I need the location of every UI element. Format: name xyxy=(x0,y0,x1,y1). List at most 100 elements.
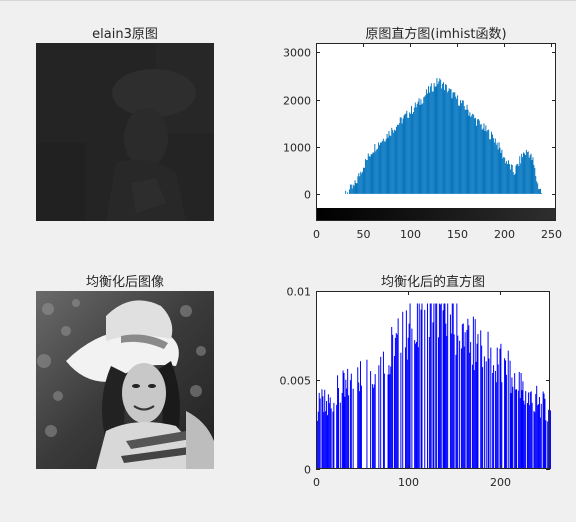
hist1-bar xyxy=(393,132,395,194)
hist1-bar xyxy=(369,156,371,194)
hist1-bar xyxy=(461,100,463,194)
hist1-bar xyxy=(448,88,450,194)
hist2-ytick-label: 0 xyxy=(304,464,311,477)
hist1-bar xyxy=(503,156,505,194)
hist1-bar xyxy=(411,105,412,194)
hist1-bar xyxy=(450,89,452,194)
hist1-bar xyxy=(494,138,496,194)
hist1-bar xyxy=(413,107,415,194)
hist1-bar xyxy=(523,152,524,194)
hist1-xtick-label: 200 xyxy=(494,228,515,241)
hist1-bar xyxy=(415,107,417,194)
hist1-bar xyxy=(454,92,456,194)
hist1-bar xyxy=(534,167,536,194)
hist1-bar xyxy=(407,117,409,194)
hist1-bar xyxy=(398,123,400,194)
subplot2-title: 原图直方图(imhist函数) xyxy=(365,27,507,42)
hist1-bar xyxy=(363,167,364,194)
hist1-bar xyxy=(464,109,466,194)
hist1-bar xyxy=(459,105,460,194)
hist1-bar xyxy=(420,99,422,194)
subplot3-title: 均衡化后图像 xyxy=(85,275,164,290)
hist1-bar xyxy=(453,92,455,194)
hist1-bar xyxy=(484,130,486,194)
hist1-bar xyxy=(412,111,414,194)
hist1-bar xyxy=(535,176,537,194)
hist1-bar xyxy=(387,137,389,194)
hist1-bar xyxy=(442,83,444,194)
hist1-bar xyxy=(521,153,523,194)
hist1-bar xyxy=(400,117,402,194)
hist1-bar xyxy=(348,189,350,194)
hist1-bar xyxy=(419,104,421,194)
hist1-bar xyxy=(532,157,534,194)
hist1-bar xyxy=(447,90,449,194)
hist1-bar xyxy=(529,155,531,194)
hist1-bar xyxy=(486,131,488,194)
hist1-bar xyxy=(502,158,504,194)
subplot1-title: elain3原图 xyxy=(92,27,158,42)
hist1-bar xyxy=(444,84,446,194)
hist2-xtick-label: 200 xyxy=(490,476,511,489)
hist1-bar xyxy=(493,142,495,194)
hist1-bar xyxy=(473,114,475,194)
hist1-bar xyxy=(381,141,383,194)
hist1-bar xyxy=(412,113,413,194)
original-image-canvas xyxy=(36,43,214,221)
hist1-bar xyxy=(458,105,460,194)
hist1-bar xyxy=(367,153,369,194)
hist1-bar xyxy=(501,149,503,194)
hist1-bar xyxy=(380,142,381,194)
hist1-bar xyxy=(522,157,524,194)
hist1-bar xyxy=(375,151,377,194)
hist1-bar xyxy=(392,129,394,194)
hist1-bar xyxy=(371,154,373,194)
hist1-bar xyxy=(452,92,454,194)
hist1-bar xyxy=(520,163,522,194)
hist1-bar xyxy=(471,115,473,194)
hist1-bar xyxy=(364,167,365,194)
hist1-bar xyxy=(537,183,539,194)
hist1-bar xyxy=(399,117,401,194)
hist1-bar xyxy=(401,123,403,194)
hist1-bar xyxy=(514,173,516,194)
hist1-bar xyxy=(509,169,511,194)
hist1-bar xyxy=(421,104,423,194)
hist1-bar xyxy=(449,89,451,194)
hist1-bar xyxy=(482,128,484,194)
hist1-bar xyxy=(425,95,427,194)
hist1-bar xyxy=(490,139,492,194)
hist1-bar xyxy=(402,118,404,194)
hist1-bar xyxy=(533,164,535,194)
hist1-bar xyxy=(354,180,356,194)
hist1-bar xyxy=(476,125,477,194)
hist1-bar xyxy=(428,86,429,194)
hist1-axes-frame xyxy=(316,43,556,221)
hist1-bar xyxy=(499,147,501,194)
hist1-bar xyxy=(481,129,483,194)
hist1-bar xyxy=(515,165,517,194)
hist1-bar xyxy=(427,93,428,194)
hist1-bar xyxy=(519,156,521,194)
hist1-ytick-label: 0 xyxy=(304,189,311,202)
hist1-bar xyxy=(438,81,440,194)
hist1-bar xyxy=(418,98,420,194)
hist1-ytick-label: 1000 xyxy=(283,142,311,155)
hist1-bar xyxy=(426,89,428,194)
hist1-bar xyxy=(391,127,393,194)
hist1-bar xyxy=(518,166,520,194)
hist1-bar xyxy=(492,138,494,194)
hist1-xtick-label: 50 xyxy=(357,228,371,241)
hist1-bar xyxy=(492,134,493,194)
hist1-bar xyxy=(457,95,459,194)
hist1-bar xyxy=(474,118,476,194)
hist1-ytick-label: 3000 xyxy=(283,47,311,60)
hist1-bar xyxy=(368,155,370,194)
hist1-bar xyxy=(466,104,468,194)
hist1-bar xyxy=(436,78,438,194)
hist1-bar xyxy=(444,90,445,194)
hist1-bar xyxy=(517,164,519,194)
hist1-bars xyxy=(345,78,542,194)
hist1-bar xyxy=(429,86,431,194)
